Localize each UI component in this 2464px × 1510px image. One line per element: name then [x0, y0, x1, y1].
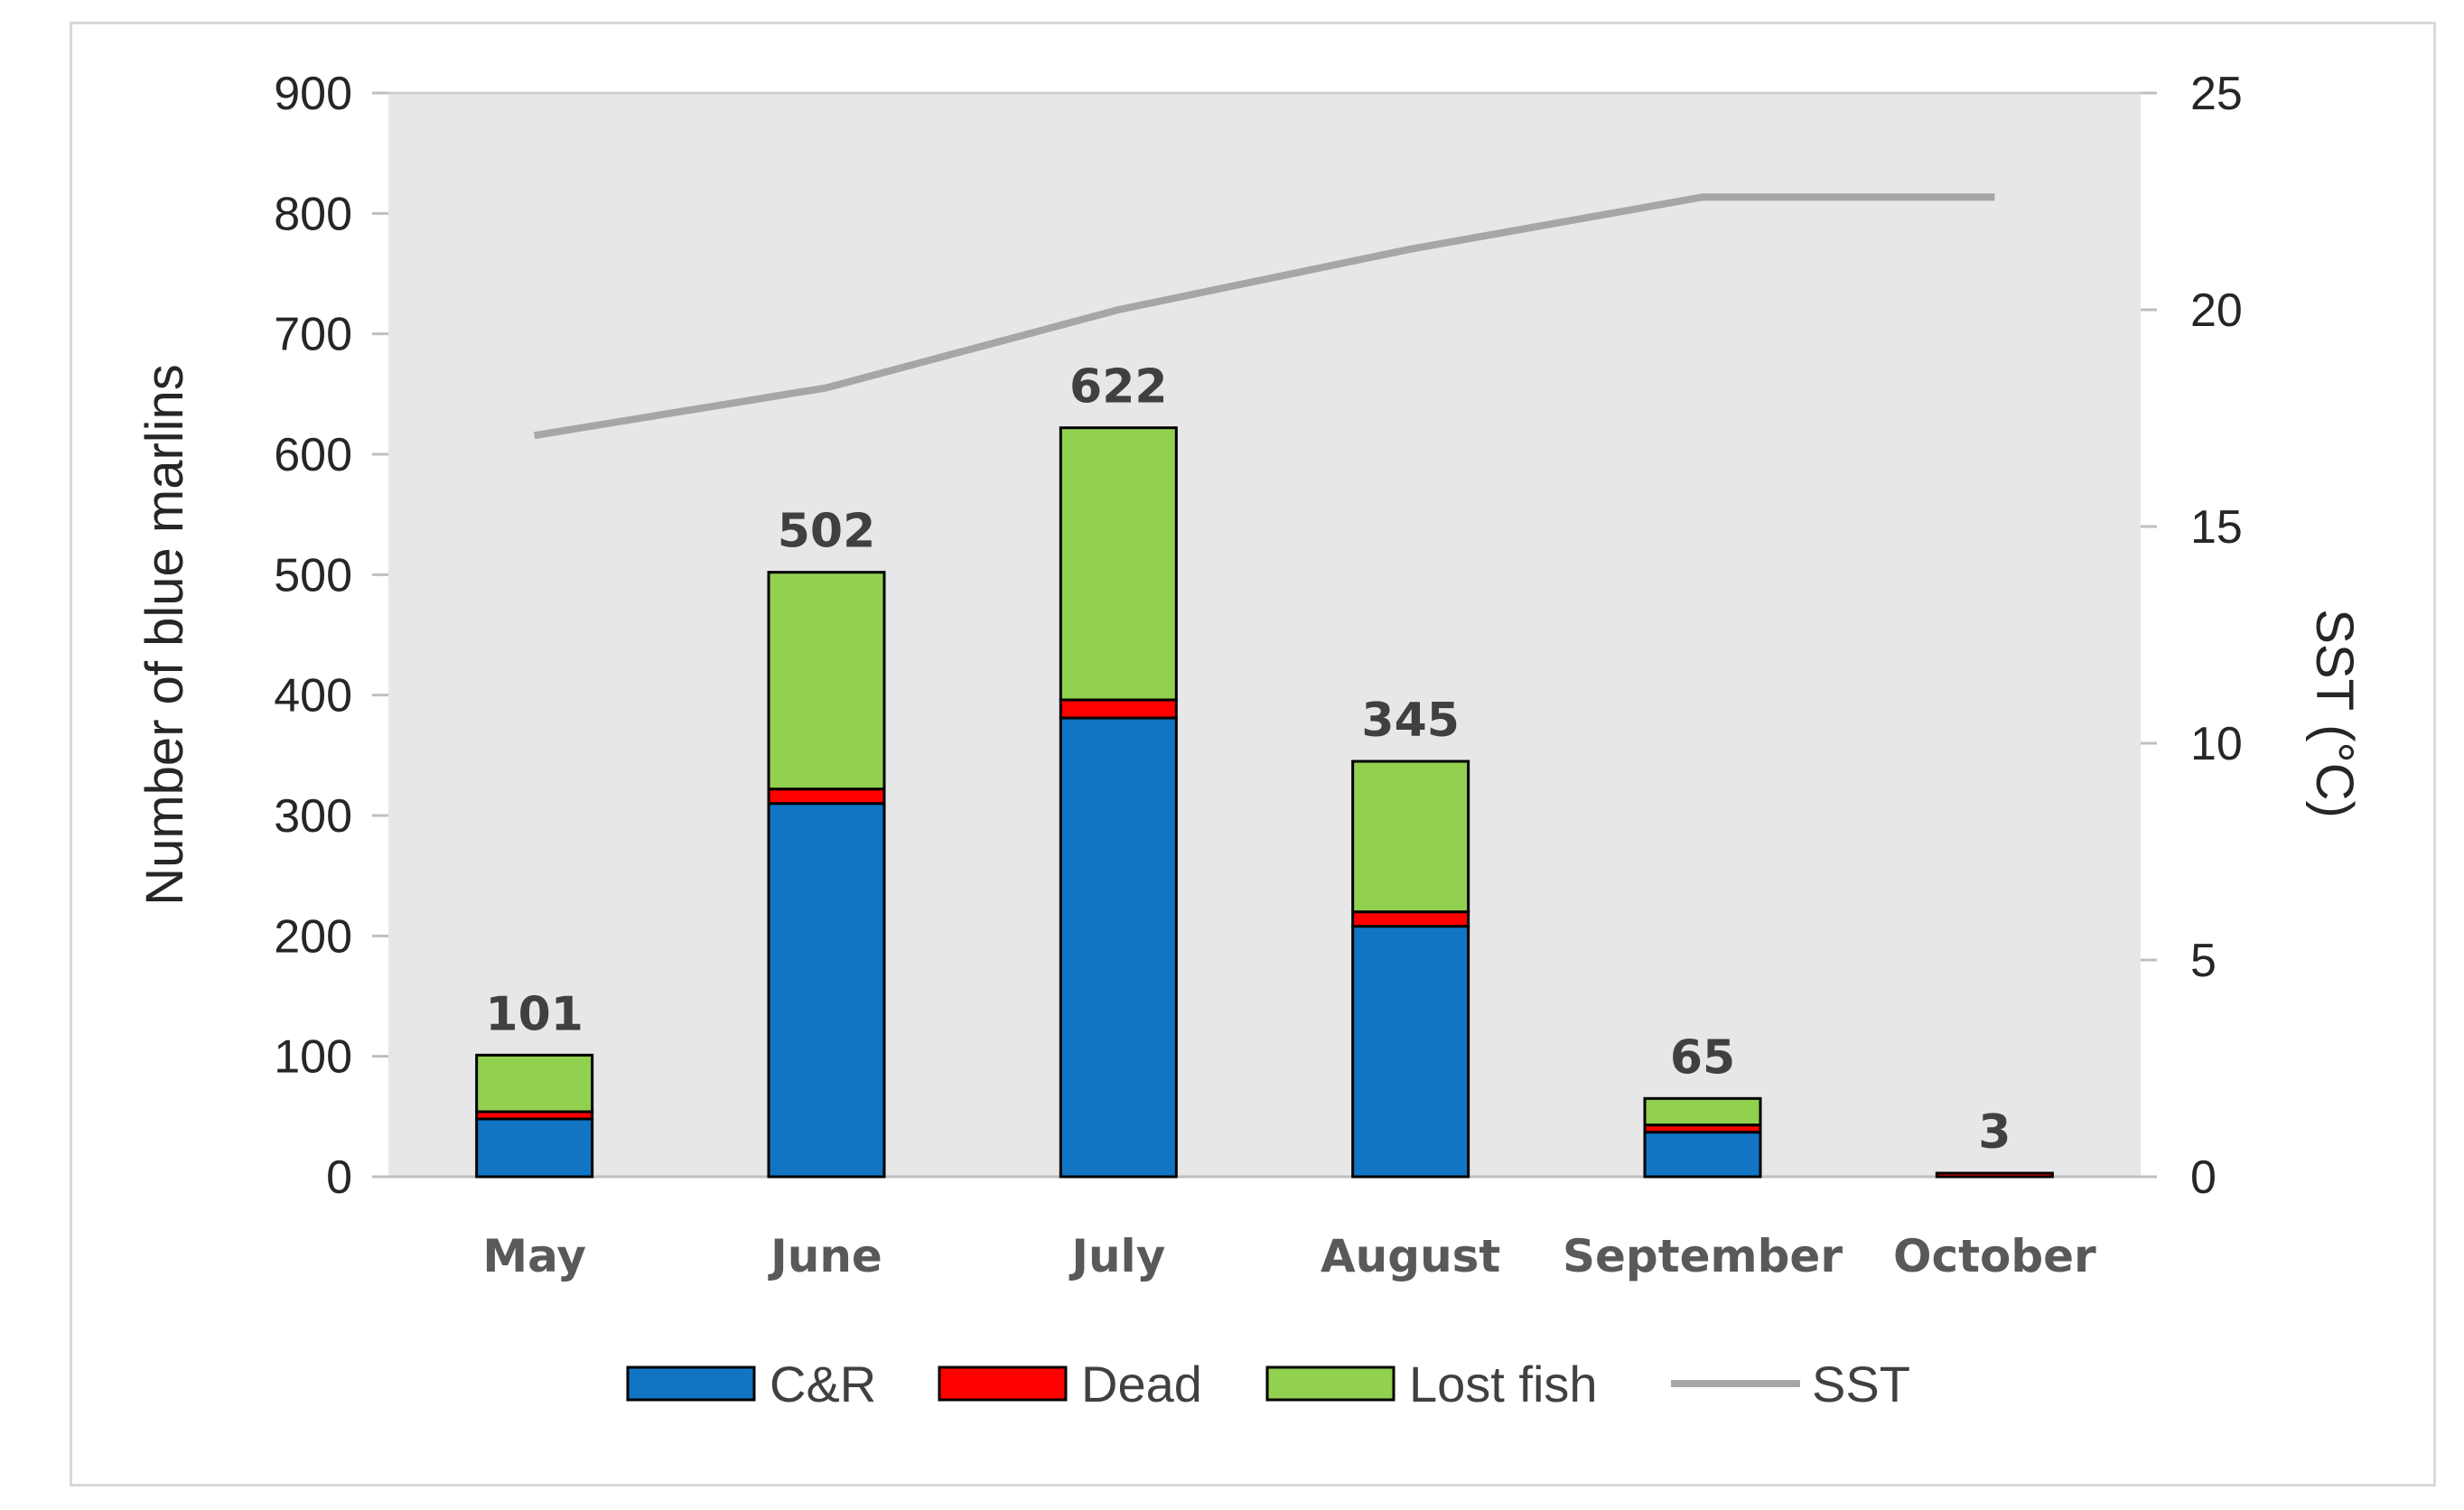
bar-segment-lost-fish: [475, 1053, 594, 1114]
bar-segment-dead: [767, 788, 886, 806]
bar-segment-dead: [1351, 910, 1470, 928]
category-label: September: [1563, 1230, 1843, 1282]
plot-area: [388, 93, 2141, 1177]
bar-segment-c-r: [1643, 1131, 1762, 1179]
legend-label: C&R: [770, 1356, 876, 1412]
y-tick-label: 900: [274, 68, 352, 120]
y-tick-label: 600: [274, 429, 352, 481]
bar-segment-dead: [1935, 1171, 2054, 1179]
category-label: July: [1069, 1230, 1165, 1282]
legend-swatch: [626, 1366, 756, 1402]
y-tick-label: 100: [274, 1031, 352, 1084]
legend-label: Dead: [1081, 1356, 1202, 1412]
bar-segment-c-r: [1059, 716, 1178, 1179]
sst-line: [534, 193, 1995, 440]
bar-segment-dead: [1059, 698, 1178, 720]
category-label: June: [768, 1230, 882, 1282]
total-label: 345: [1361, 694, 1460, 748]
bar-segment-c-r: [475, 1117, 594, 1179]
y-tick-label: 0: [326, 1151, 352, 1204]
y2-tick-label: 20: [2190, 284, 2243, 337]
bar-segment-lost-fish: [767, 571, 886, 791]
bar-segment-c-r: [767, 802, 886, 1179]
legend-swatch: [1265, 1366, 1395, 1402]
bar-segment-lost-fish: [1351, 760, 1470, 914]
y-tick-label: 800: [274, 188, 352, 240]
y2-tick-label: 15: [2190, 501, 2243, 554]
y2-axis-title: SST (°C): [2305, 609, 2364, 818]
y-tick-label: 400: [274, 670, 352, 722]
y2-tick-label: 10: [2190, 718, 2243, 770]
y-tick-label: 700: [274, 309, 352, 361]
legend-swatch: [938, 1366, 1068, 1402]
legend-label: Lost fish: [1409, 1356, 1598, 1412]
category-label: May: [482, 1230, 586, 1282]
category-label: October: [1893, 1230, 2096, 1282]
bar-segment-c-r: [1351, 925, 1470, 1179]
category-label: August: [1321, 1230, 1500, 1282]
total-label: 3: [1978, 1105, 2011, 1160]
y2-tick-label: 25: [2190, 68, 2243, 120]
y-tick-label: 300: [274, 790, 352, 843]
bar-segment-lost-fish: [1643, 1096, 1762, 1127]
y-tick-label: 500: [274, 549, 352, 601]
total-label: 65: [1670, 1030, 1735, 1085]
y2-tick-label: 5: [2190, 935, 2217, 987]
y-tick-label: 200: [274, 910, 352, 963]
legend: C&R Dead Lost fish SST: [626, 1356, 1910, 1412]
y-axis-title: Number of blue marlins: [135, 364, 194, 906]
total-label: 101: [485, 987, 583, 1041]
total-label: 502: [778, 505, 876, 559]
legend-label: SST: [1812, 1356, 1910, 1412]
y2-tick-label: 0: [2190, 1151, 2217, 1204]
bar-segment-lost-fish: [1059, 426, 1178, 702]
total-label: 622: [1069, 360, 1168, 415]
